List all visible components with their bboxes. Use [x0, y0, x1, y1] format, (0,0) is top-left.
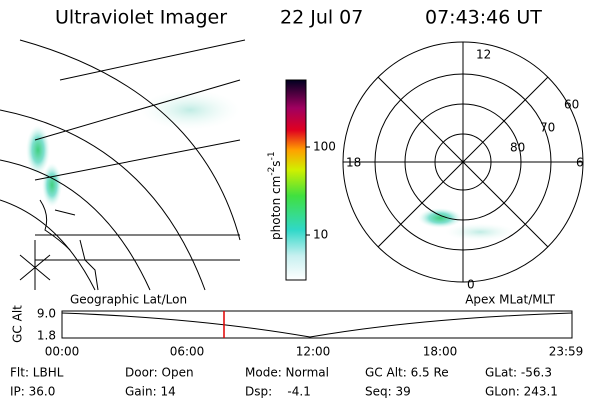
polar-plot: 12 18 6 0 60 70 80 — [342, 41, 584, 292]
colorbar-label: photon cm-2s-1 — [267, 151, 283, 240]
mlt-label: 18 — [346, 156, 361, 170]
timeline-y-label: 1.8 — [37, 329, 56, 343]
time-label: 00:00 — [45, 345, 80, 359]
date: 22 Jul 07 — [280, 7, 363, 29]
status-field: Seq: 39 — [365, 385, 411, 399]
mlt-label: 6 — [576, 156, 584, 170]
status-field: GLon: 243.1 — [485, 385, 558, 399]
time-label: 12:00 — [296, 345, 331, 359]
footer: Flt: LBHL Door: Open Mode: Normal GC Alt: 6… — [10, 366, 558, 399]
status-field: GC Alt: 6.5 Re — [365, 366, 449, 380]
status-field: Door: Open — [125, 366, 194, 380]
colorbar-tick: 100 — [313, 140, 336, 154]
time-label: 23:59 — [549, 345, 584, 359]
timeline-axis-label: GC Alt — [11, 305, 25, 343]
map-panel — [0, 39, 246, 291]
status-field: GLat: -56.3 — [485, 366, 552, 380]
timeline-y-label: 9.0 — [37, 307, 56, 321]
header: Ultraviolet Imager 22 Jul 07 07:43:46 UT — [55, 7, 542, 29]
title: Ultraviolet Imager — [55, 7, 227, 29]
mlt-label: 12 — [476, 48, 491, 62]
lat-label: 60 — [564, 98, 579, 112]
colorbar: 100 10 photon cm-2s-1 — [267, 79, 336, 281]
timeline-right-label: Apex MLat/MLT — [465, 293, 555, 307]
mlt-label: 0 — [467, 278, 475, 292]
timeline-left-label: Geographic Lat/Lon — [70, 293, 187, 307]
time-label: 18:00 — [423, 345, 458, 359]
time: 07:43:46 UT — [425, 7, 542, 29]
colorbar-scale — [285, 79, 307, 281]
lat-label: 80 — [510, 141, 525, 155]
status-field: Flt: LBHL — [10, 366, 64, 380]
status-field: Dsp: -4.1 — [245, 385, 311, 399]
colorbar-tick: 10 — [313, 228, 328, 242]
lat-label: 70 — [540, 121, 555, 135]
status-field: Mode: Normal — [245, 366, 329, 380]
timeline: Geographic Lat/Lon Apex MLat/MLT GC Alt … — [11, 293, 584, 359]
status-field: IP: 36.0 — [10, 385, 55, 399]
time-label: 06:00 — [170, 345, 205, 359]
status-field: Gain: 14 — [125, 385, 176, 399]
